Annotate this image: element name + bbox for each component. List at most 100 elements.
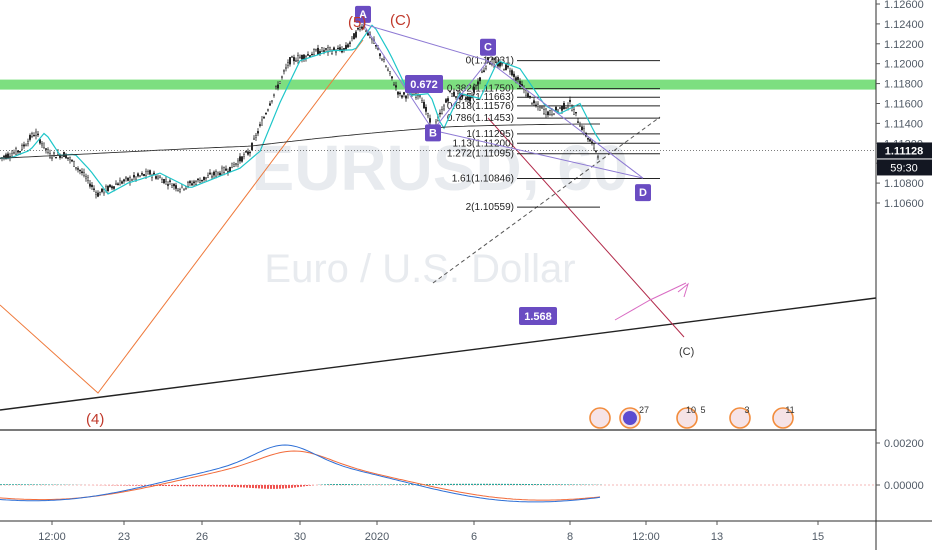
candle-body — [145, 171, 147, 176]
candle-body — [427, 113, 429, 117]
candle-body — [551, 109, 553, 116]
candle-body — [175, 185, 177, 189]
candle-body — [337, 47, 339, 50]
candle-body — [71, 159, 73, 162]
candle-body — [387, 69, 389, 71]
candle-body — [183, 188, 185, 191]
candle-body — [513, 73, 515, 77]
candle-body — [357, 27, 359, 30]
candle-body — [355, 31, 357, 38]
macd-histogram-bar — [162, 485, 164, 486]
fibonacci-extension[interactable]: 0(1.12031) 0.382(1.11750)0.5(1.11663)0.61… — [447, 56, 660, 213]
time-tick-label: 2020 — [365, 531, 389, 543]
candle-body — [215, 171, 217, 177]
candle-body — [383, 59, 385, 63]
candle-body — [311, 53, 313, 56]
macd-histogram-bar — [195, 485, 197, 487]
pattern-point-label: D — [639, 187, 647, 199]
candle-body — [243, 154, 245, 157]
candle-body — [251, 143, 253, 151]
fib-level-label: 0.786(1.11453) — [447, 113, 514, 124]
candle-body — [563, 103, 565, 110]
candle-body — [171, 185, 173, 188]
candle-body — [147, 171, 149, 175]
macd-histogram-bar — [489, 483, 491, 485]
candle-body — [317, 47, 319, 55]
macd-histogram-bar — [165, 485, 167, 487]
candle-body — [365, 30, 367, 33]
macd-histogram-bar — [480, 483, 482, 485]
price-tick-label: 1.11400 — [884, 118, 923, 130]
candle-body — [283, 70, 285, 72]
time-tick-label: 8 — [567, 531, 573, 543]
price-tick-label: 1.10600 — [884, 198, 924, 210]
candle-body — [313, 49, 315, 55]
macd-histogram-bar — [150, 485, 152, 486]
candle-body — [237, 160, 239, 165]
macd-histogram-bar — [264, 485, 266, 489]
candle-body — [351, 36, 353, 39]
pattern-bd-line — [432, 129, 644, 179]
macd-histogram-bar — [456, 483, 458, 485]
macd-histogram-bar — [435, 483, 437, 485]
candle-body — [391, 76, 393, 79]
time-tick-label: 6 — [471, 531, 477, 543]
candle-body — [121, 181, 123, 184]
harmonic-pattern[interactable]: A B C D 0.672 1.568 — [355, 5, 651, 325]
candle-body — [477, 81, 479, 85]
candle-body — [419, 95, 421, 97]
candle-body — [475, 85, 477, 87]
macd-histogram-bar — [192, 485, 194, 487]
price-axis[interactable]: 1.12600 1.12400 1.12200 1.12000 1.11800 1.116… — [876, 0, 924, 210]
candle-body — [213, 171, 215, 176]
macd-axis[interactable]: 0.00200 0.00000 — [876, 438, 924, 492]
candle-body — [291, 56, 293, 58]
candle-body — [167, 184, 169, 186]
macd-histogram-bar — [300, 485, 302, 487]
candle-body — [97, 192, 99, 197]
candle-body — [231, 162, 233, 169]
macd-histogram-bar — [513, 483, 515, 485]
macd-histogram-bar — [468, 483, 470, 485]
macd-histogram-bar — [576, 484, 578, 485]
candle-body — [393, 84, 395, 86]
candle-body — [389, 71, 391, 74]
candle-body — [21, 144, 23, 150]
candle-body — [35, 131, 37, 136]
candle-body — [135, 176, 137, 180]
candle-body — [285, 67, 287, 69]
macd-histogram-bar — [390, 484, 392, 485]
candle-body — [479, 77, 481, 82]
candle-body — [219, 172, 221, 176]
time-tick-label: 12:00 — [38, 531, 66, 543]
macd-histogram-bar — [366, 484, 368, 485]
macd-histogram-bar — [528, 484, 530, 485]
macd-histogram-bar — [381, 484, 383, 485]
candle-body — [379, 53, 381, 56]
macd-histogram-bar — [138, 485, 140, 486]
candle-body — [273, 93, 275, 96]
candle-body — [589, 139, 591, 142]
event-badges[interactable]: 27 10 5 3 11 — [589, 405, 795, 429]
candle-body — [19, 151, 21, 153]
candle-body — [527, 93, 529, 98]
macd-histogram-bar — [201, 485, 203, 487]
macd-histogram-bar — [207, 485, 209, 487]
macd-histogram-bar — [189, 485, 191, 487]
macd-histogram-bar — [426, 484, 428, 485]
candle-body — [293, 57, 295, 62]
time-axis[interactable]: 12:00 23 26 30 2020 6 8 12:00 13 15 — [38, 521, 824, 543]
macd-histogram-bar — [354, 484, 356, 485]
candle-body — [69, 157, 71, 161]
macd-line — [0, 444, 601, 503]
wave-label-c: (C) — [390, 12, 411, 29]
candle-body — [325, 48, 327, 50]
macd-histogram-bar — [339, 484, 341, 485]
macd-histogram-bar — [561, 484, 563, 485]
macd-histogram-bar — [9, 484, 11, 485]
macd-histogram-bar — [132, 485, 134, 486]
macd-histogram-bar — [177, 485, 179, 487]
candle-body — [557, 109, 559, 112]
pattern-point-label: B — [429, 127, 437, 139]
